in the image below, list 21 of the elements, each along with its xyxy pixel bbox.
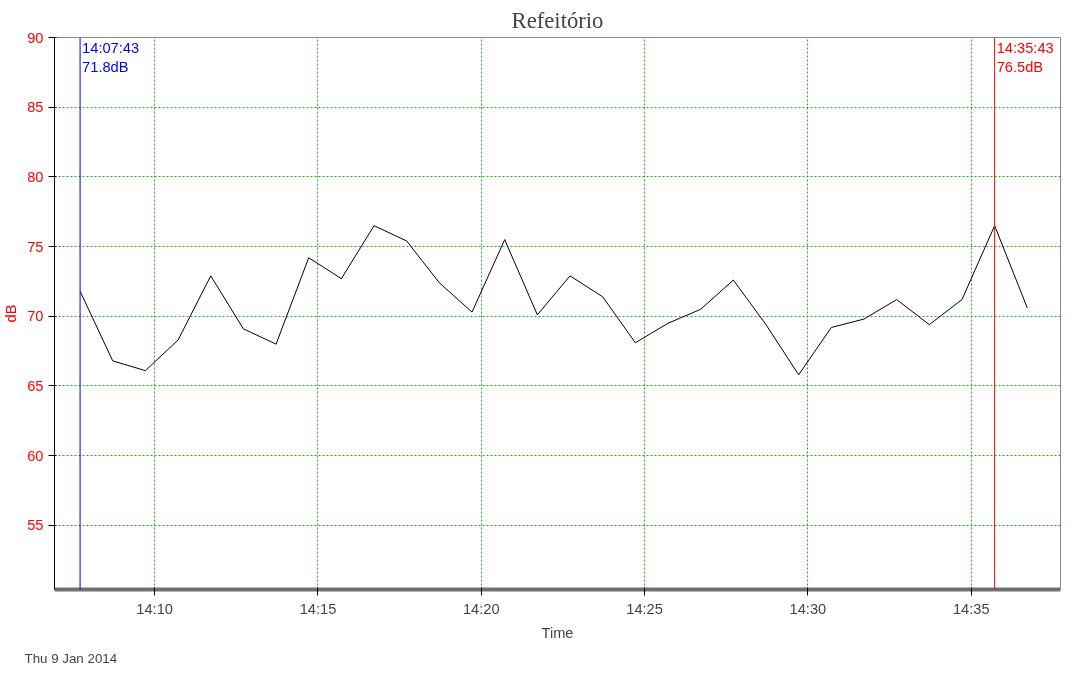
y-tick-label: 70 bbox=[27, 308, 44, 325]
y-tick-label: 60 bbox=[27, 447, 44, 464]
y-tick-label: 65 bbox=[27, 377, 44, 394]
ref-line-label: 14:35:43 76.5dB bbox=[996, 39, 1054, 75]
y-axis-title: dB bbox=[3, 304, 20, 323]
x-tick-label: 14:30 bbox=[789, 600, 827, 617]
y-tick-label: 85 bbox=[27, 99, 44, 116]
x-tick-label: 14:20 bbox=[462, 600, 500, 617]
x-tick-label: 14:25 bbox=[626, 600, 663, 617]
x-axis-title: Time bbox=[541, 624, 574, 641]
x-tick-label: 14:15 bbox=[299, 600, 337, 617]
y-tick-label: 55 bbox=[27, 517, 44, 534]
y-tick-label: 80 bbox=[27, 168, 44, 185]
x-tick-label: 14:10 bbox=[136, 600, 174, 617]
y-tick-label: 75 bbox=[27, 238, 44, 255]
ref-line-label: 14:07:43 71.8dB bbox=[82, 39, 140, 75]
chart-title: Refeitório bbox=[511, 7, 604, 33]
text: Thu 9 Jan 2014 bbox=[24, 650, 118, 666]
x-tick-label: 14:35 bbox=[952, 600, 990, 617]
y-tick-label: 90 bbox=[27, 29, 44, 46]
line-series bbox=[79, 225, 1028, 376]
